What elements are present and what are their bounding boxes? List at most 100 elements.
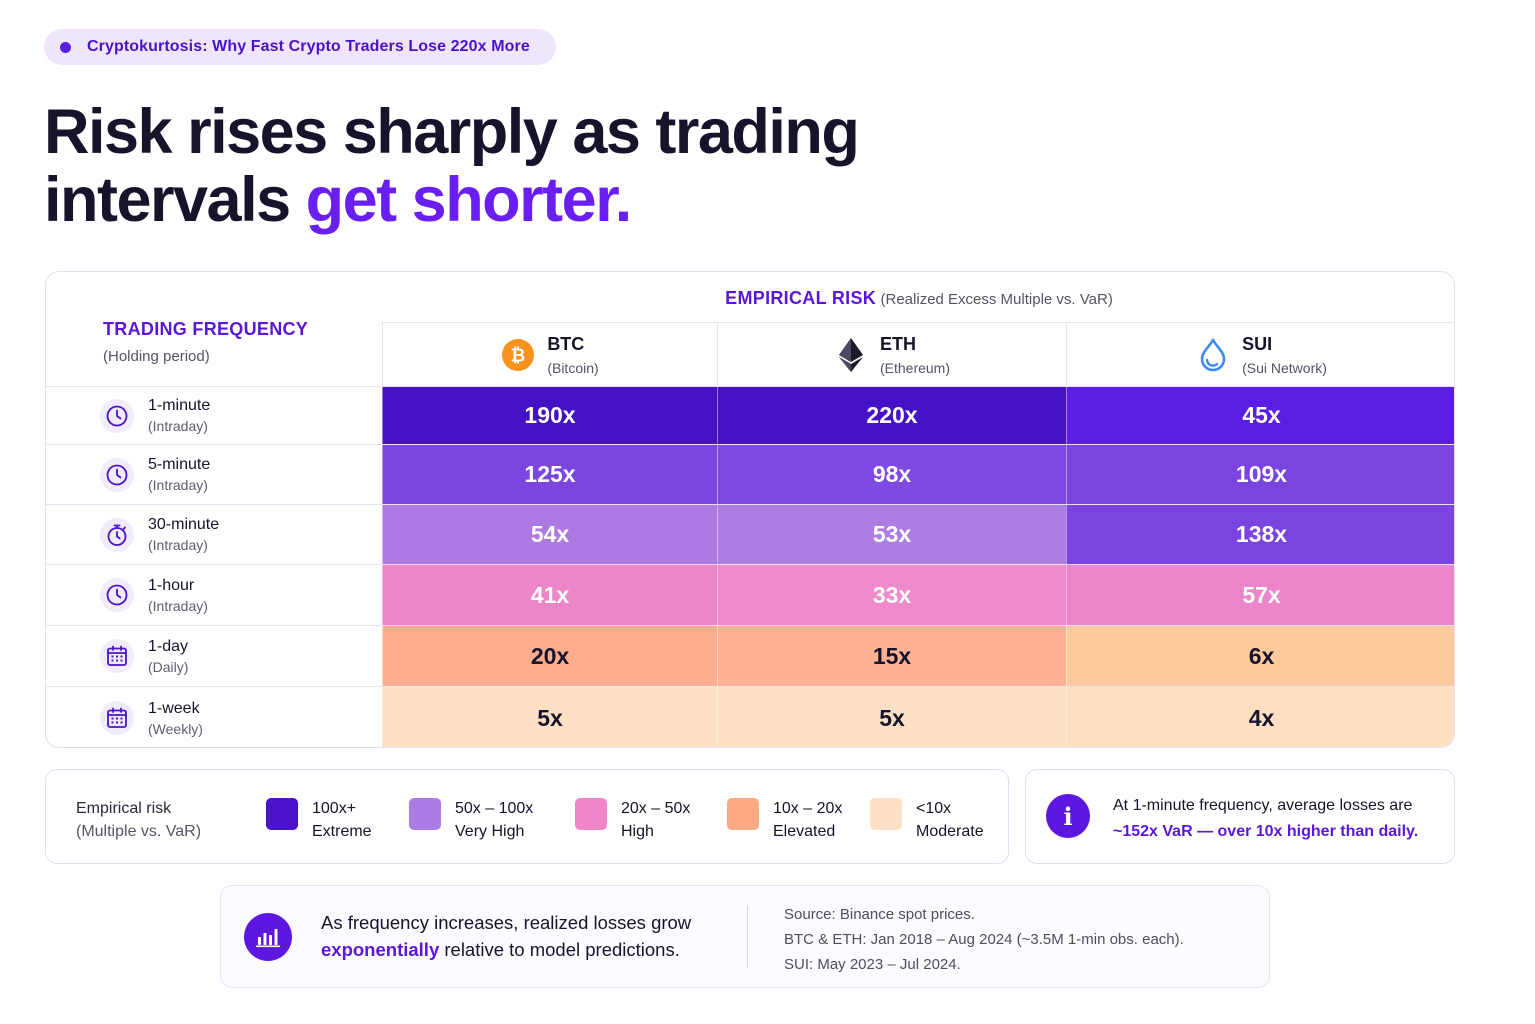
legend-item-very-high: 50x – 100x Very High xyxy=(409,797,533,843)
legend-range: 50x – 100x xyxy=(455,800,534,817)
frequency-subtitle: (Holding period) xyxy=(103,348,210,365)
table-row-1-hour: 1-hour (Intraday) 41x 33x 57x xyxy=(46,564,1454,625)
risk-cell: 6x xyxy=(1066,626,1454,686)
sui-name: (Sui Network) xyxy=(1242,359,1327,376)
row-label: 1-minute (Intraday) xyxy=(46,387,382,444)
pill-dot xyxy=(60,41,71,53)
takeaway-card: As frequency increases, realized losses … xyxy=(220,885,1270,988)
source-line: BTC & ETH: Jan 2018 – Aug 2024 (~3.5M 1-… xyxy=(784,931,1184,948)
legend-label: Empirical risk (Multiple vs. VaR) xyxy=(76,797,201,843)
bar-chart-icon xyxy=(244,913,292,961)
risk-cell: 54x xyxy=(382,505,717,564)
legend-tier: Elevated xyxy=(773,823,836,840)
row-period: (Intraday) xyxy=(148,537,208,553)
risk-cell: 109x xyxy=(1066,445,1454,504)
calendar-icon xyxy=(100,701,134,735)
legend-tier: Extreme xyxy=(312,823,372,840)
ethereum-icon xyxy=(834,337,868,372)
risk-legend: Empirical risk (Multiple vs. VaR) 100x+ E… xyxy=(45,769,1009,864)
risk-cell: 5x xyxy=(717,687,1066,747)
row-name: 1-hour xyxy=(148,576,195,594)
legend-item-high: 20x – 50x High xyxy=(575,797,690,843)
source-line: Source: Binance spot prices. xyxy=(784,906,975,923)
headline-line2: intervals get shorter. xyxy=(44,166,858,234)
table-row-5-minute: 5-minute (Intraday) 125x 98x 109x xyxy=(46,444,1454,504)
legend-range: 100x+ xyxy=(312,800,357,817)
table-row-1-day: 1-day (Daily) 20x 15x 6x xyxy=(46,625,1454,686)
legend-swatch xyxy=(870,798,902,830)
takeaway-line1: As frequency increases, realized losses … xyxy=(321,912,692,933)
headline-line1: Risk rises sharply as trading xyxy=(44,97,860,167)
clock-icon xyxy=(100,578,134,612)
info-text: At 1-minute frequency, average losses ar… xyxy=(1113,793,1443,845)
legend-swatch xyxy=(409,798,441,830)
headline: Risk rises sharply as trading intervals … xyxy=(44,97,860,234)
row-label: 1-hour (Intraday) xyxy=(46,565,382,625)
risk-cell: 20x xyxy=(382,626,717,686)
table-row-30-minute: 30-minute (Intraday) 54x 53x 138x xyxy=(46,504,1454,564)
empirical-risk-title: EMPIRICAL RISK xyxy=(725,288,877,308)
column-header-sui: SUI (Sui Network) xyxy=(1066,322,1454,386)
legend-tier: High xyxy=(621,823,654,840)
table-row-1-minute: 1-minute (Intraday) 190x 220x 45x xyxy=(46,386,1454,444)
risk-cell: 220x xyxy=(717,387,1066,444)
risk-cell: 33x xyxy=(717,565,1066,625)
row-name: 1-week xyxy=(148,699,200,717)
info-highlight: ~152x VaR — over 10x higher than daily. xyxy=(1113,823,1419,840)
source-notes: Source: Binance spot prices. BTC & ETH: … xyxy=(784,902,1184,977)
divider xyxy=(747,906,748,968)
legend-item-elevated: 10x – 20x Elevated xyxy=(727,797,842,843)
row-label: 30-minute (Intraday) xyxy=(46,505,382,564)
takeaway-line2: exponentially relative to model predicti… xyxy=(321,936,691,963)
row-label: 1-week (Weekly) xyxy=(46,687,382,747)
legend-swatch xyxy=(727,798,759,830)
headline-accent: get shorter. xyxy=(305,165,633,235)
sui-drop-icon xyxy=(1196,338,1230,372)
risk-cell: 41x xyxy=(382,565,717,625)
risk-table: TRADING FREQUENCY (Holding period) EMPIR… xyxy=(45,271,1455,748)
legend-tier: Very High xyxy=(455,823,525,840)
eth-name: (Ethereum) xyxy=(879,359,951,376)
source-line: SUI: May 2023 – Jul 2024. xyxy=(784,956,961,973)
row-period: (Intraday) xyxy=(148,597,208,614)
calendar-icon xyxy=(100,639,134,673)
clock-icon xyxy=(100,398,134,433)
btc-name: (Bitcoin) xyxy=(547,359,599,376)
legend-swatch xyxy=(266,798,298,830)
frequency-header: TRADING FREQUENCY (Holding period) xyxy=(103,319,308,365)
svg-text:₿: ₿ xyxy=(511,345,526,366)
row-period: (Intraday) xyxy=(148,418,208,434)
stopwatch-icon xyxy=(100,517,134,552)
takeaway-accent: exponentially xyxy=(321,939,440,960)
headline-plain: intervals xyxy=(44,165,291,235)
row-name: 30-minute xyxy=(148,516,220,533)
risk-cell: 190x xyxy=(382,387,717,444)
column-header-eth: ETH (Ethereum) xyxy=(717,322,1066,386)
legend-range: <10x xyxy=(916,800,952,817)
row-name: 1-minute xyxy=(148,397,211,414)
row-period: (Daily) xyxy=(148,658,189,675)
row-name: 5-minute xyxy=(148,456,211,473)
legend-range: 20x – 50x xyxy=(621,800,691,817)
row-name: 1-day xyxy=(148,637,189,655)
legend-subtitle: (Multiple vs. VaR) xyxy=(76,823,202,840)
risk-cell: 15x xyxy=(717,626,1066,686)
clock-icon xyxy=(100,457,134,492)
legend-range: 10x – 20x xyxy=(773,800,843,817)
row-period: (Weekly) xyxy=(148,720,203,737)
row-period: (Intraday) xyxy=(148,477,208,493)
risk-cell: 138x xyxy=(1066,505,1454,564)
row-label: 1-day (Daily) xyxy=(46,626,382,686)
table-row-1-week: 1-week (Weekly) 5x 5x 4x xyxy=(46,686,1454,747)
info-body: At 1-minute frequency, average losses ar… xyxy=(1113,797,1413,814)
info-icon: i xyxy=(1046,794,1090,838)
takeaway-rest: relative to model predictions. xyxy=(439,939,680,960)
risk-cell: 4x xyxy=(1066,687,1454,747)
btc-symbol: BTC xyxy=(547,333,585,354)
legend-item-moderate: <10x Moderate xyxy=(870,797,984,843)
legend-tier: Moderate xyxy=(916,823,984,840)
risk-cell: 57x xyxy=(1066,565,1454,625)
pill-label: Cryptokurtosis: Why Fast Crypto Traders … xyxy=(87,38,530,55)
risk-cell: 45x xyxy=(1066,387,1454,444)
risk-cell: 98x xyxy=(717,445,1066,504)
